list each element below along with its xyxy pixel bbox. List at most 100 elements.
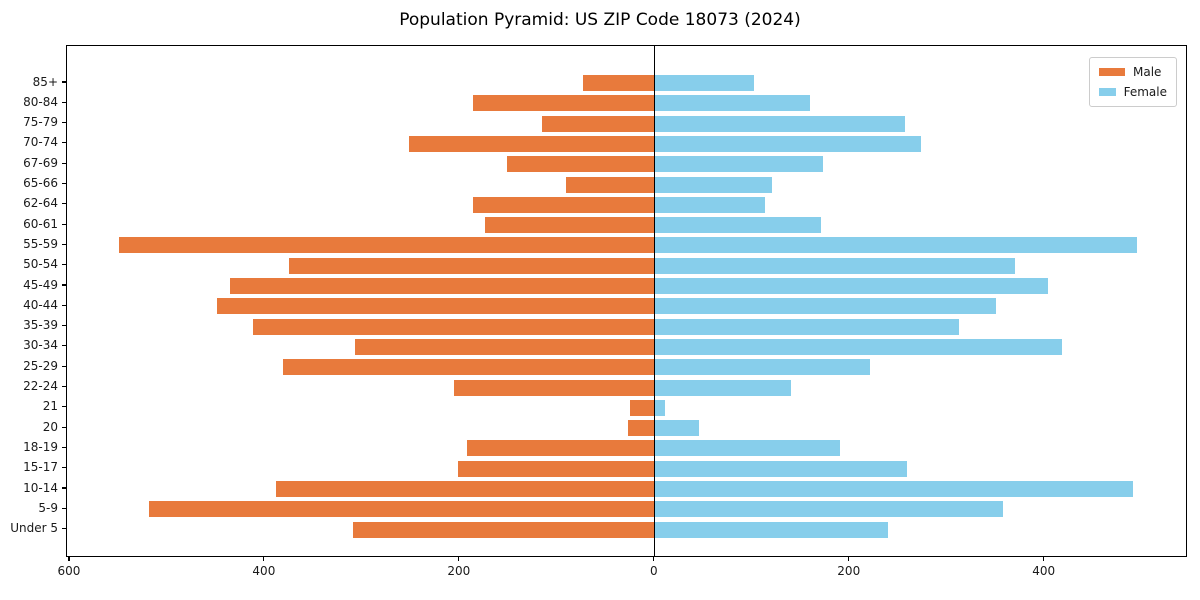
y-tick-mark: [62, 142, 66, 144]
y-tick-mark: [62, 223, 66, 225]
female-bar: [655, 481, 1134, 497]
y-axis-label: 60-61: [23, 216, 58, 231]
y-axis-label: 75-79: [23, 115, 58, 130]
legend-label-female: Female: [1123, 85, 1167, 99]
male-bar: [275, 481, 655, 497]
y-axis-label: 70-74: [23, 135, 58, 150]
y-axis-label: 85+: [32, 74, 58, 89]
male-bar: [453, 379, 655, 396]
y-axis-label: 55-59: [23, 236, 58, 251]
x-axis-tick-label: 400: [252, 564, 276, 578]
male-bar: [354, 338, 655, 355]
male-bar: [506, 156, 655, 173]
female-bar: [655, 338, 1062, 355]
male-bar: [289, 257, 655, 274]
y-axis-label: 80-84: [23, 94, 58, 109]
y-axis-label: 20: [42, 419, 58, 434]
male-bar: [466, 440, 655, 457]
y-tick-mark: [62, 345, 66, 347]
female-bar: [655, 176, 773, 193]
female-bar: [655, 379, 791, 396]
female-bar: [655, 135, 921, 152]
x-tick-mark: [848, 557, 850, 561]
male-bar: [352, 521, 655, 538]
y-axis-label: Under 5: [10, 521, 58, 536]
male-bar: [253, 318, 655, 335]
x-axis-tick-label: 0: [649, 564, 658, 578]
y-tick-mark: [62, 162, 66, 164]
y-axis-label: 15-17: [23, 460, 58, 475]
chart-title: Population Pyramid: US ZIP Code 18073 (2…: [399, 10, 801, 30]
y-axis-label: 25-29: [23, 358, 58, 373]
x-tick-mark: [68, 557, 70, 561]
y-axis-label: 40-44: [23, 297, 58, 312]
y-axis-label: 45-49: [23, 277, 58, 292]
y-tick-mark: [62, 243, 66, 245]
legend-label-male: Male: [1133, 65, 1162, 79]
x-axis-tick-label: 200: [447, 564, 471, 578]
y-tick-mark: [62, 426, 66, 428]
y-tick-mark: [62, 101, 66, 103]
female-bar: [655, 521, 889, 538]
y-axis-label: 62-64: [23, 196, 58, 211]
y-axis-label: 22-24: [23, 379, 58, 393]
legend: Male Female: [1089, 57, 1177, 107]
female-bar: [655, 75, 754, 91]
male-bar: [229, 278, 655, 294]
y-axis-label: 30-34: [23, 338, 58, 353]
y-axis-label: 18-19: [23, 439, 58, 454]
female-bar: [655, 298, 996, 315]
x-axis-tick-label: 200: [837, 564, 861, 578]
x-axis-tick-label: 400: [1032, 564, 1056, 578]
y-axis-label: 65-66: [23, 176, 58, 190]
female-bar: [655, 440, 840, 457]
y-tick-mark: [62, 365, 66, 367]
y-tick-mark: [62, 304, 66, 306]
female-bar: [655, 318, 959, 335]
male-bar: [485, 217, 655, 234]
female-bar: [655, 399, 666, 416]
male-swatch-icon: [1099, 68, 1125, 76]
zero-axis-line: [654, 46, 656, 556]
y-tick-mark: [62, 406, 66, 408]
female-bar: [655, 460, 907, 477]
y-tick-mark: [62, 182, 66, 185]
y-axis-label: 21: [42, 399, 58, 414]
male-bar: [118, 237, 655, 254]
female-bar: [655, 359, 870, 376]
female-bar: [655, 257, 1016, 274]
y-tick-mark: [62, 467, 66, 469]
female-swatch-icon: [1099, 88, 1116, 96]
x-tick-mark: [263, 557, 265, 561]
y-tick-mark: [62, 487, 66, 489]
female-bar: [655, 95, 811, 112]
male-bar: [148, 501, 655, 518]
male-bar: [566, 176, 655, 193]
y-tick-mark: [62, 446, 66, 448]
male-bar: [217, 298, 655, 315]
x-axis-tick-label: 600: [57, 564, 81, 578]
male-bar: [630, 399, 655, 416]
y-tick-mark: [62, 528, 66, 530]
female-bar: [655, 420, 700, 437]
y-axis-label: 50-54: [23, 257, 58, 272]
y-axis-label: 10-14: [23, 480, 58, 495]
y-tick-mark: [62, 203, 66, 205]
male-bar: [627, 420, 655, 437]
y-tick-mark: [62, 284, 66, 286]
male-bar: [473, 196, 655, 213]
female-bar: [655, 501, 1003, 518]
x-tick-mark: [653, 557, 655, 561]
female-bar: [655, 217, 822, 234]
y-axis-label: 67-69: [23, 155, 58, 170]
x-tick-mark: [458, 557, 460, 561]
y-axis-label: 5-9: [38, 500, 58, 515]
male-bar: [409, 135, 655, 152]
female-bar: [655, 196, 765, 213]
y-tick-mark: [62, 81, 66, 83]
female-bar: [655, 115, 906, 132]
male-bar: [283, 359, 655, 376]
legend-item-male: Male: [1099, 66, 1167, 78]
male-bar: [457, 460, 655, 477]
